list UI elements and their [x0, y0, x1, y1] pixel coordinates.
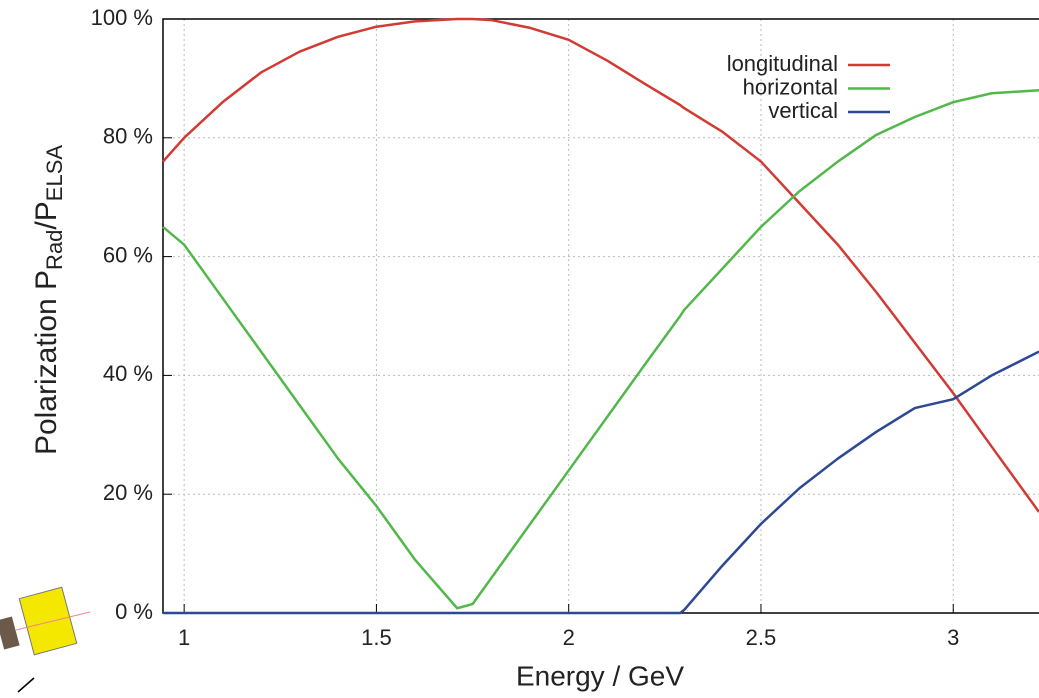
y-tick-label: 20 %: [103, 480, 153, 505]
decor-icon: [0, 586, 91, 693]
series-line: [163, 350, 1039, 615]
y-label-sub: Rad: [42, 230, 67, 270]
x-tick-label: 1.5: [361, 625, 392, 650]
x-tick-label: 3: [947, 625, 959, 650]
y-label-part: Polarization P: [30, 270, 63, 455]
series-line: [162, 89, 1039, 610]
x-tick-label: 2: [563, 625, 575, 650]
x-tick-label: 2.5: [746, 625, 777, 650]
x-axis-label: Energy / GeV: [516, 660, 684, 691]
y-label-sub: ELSA: [42, 145, 67, 202]
x-tick-label: 1: [178, 625, 190, 650]
y-tick-label: 60 %: [103, 242, 153, 267]
y-label-part: /P: [30, 201, 63, 229]
y-tick-label: 100 %: [91, 5, 153, 30]
y-axis-label: Polarization PRad/PELSA: [30, 145, 67, 455]
series-line: [162, 17, 1039, 513]
y-tick-label: 0 %: [115, 599, 153, 624]
y-tick-label: 40 %: [103, 361, 153, 386]
legend-label: longitudinal: [727, 51, 838, 76]
legend-label: horizontal: [743, 74, 838, 99]
y-tick-label: 80 %: [103, 124, 153, 149]
legend-label: vertical: [768, 98, 838, 123]
axis-frame: [162, 18, 1039, 614]
